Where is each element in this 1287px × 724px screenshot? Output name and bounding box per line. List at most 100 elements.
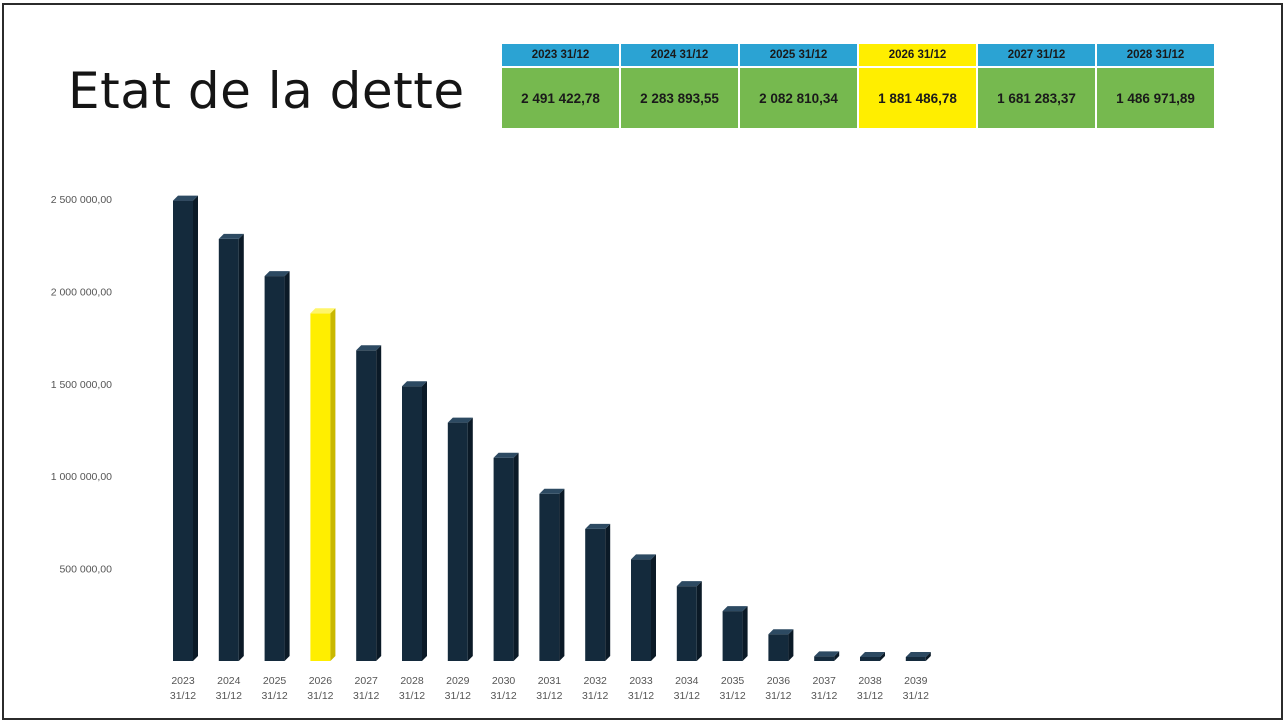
x-tick-label-date: 31/12: [490, 690, 516, 702]
x-tick-label-date: 31/12: [170, 690, 196, 702]
summary-header-cell: 2024 31/12: [619, 42, 740, 68]
bar-side: [880, 652, 885, 661]
x-tick-label-year: 2023: [171, 675, 195, 687]
x-tick-label-year: 2036: [767, 675, 791, 687]
summary-header-cell: 2027 31/12: [976, 42, 1097, 68]
bar-side: [696, 581, 702, 661]
bar-top: [722, 606, 748, 612]
x-tick-label-year: 2029: [446, 675, 470, 687]
bar-side: [422, 381, 427, 661]
x-tick-label-year: 2026: [309, 675, 333, 687]
bar: [814, 656, 835, 661]
y-tick-label: 2 000 000,00: [51, 286, 112, 298]
x-tick-label-year: 2035: [721, 675, 745, 687]
y-tick-label: 1 000 000,00: [51, 471, 112, 483]
bar-top: [539, 488, 565, 494]
bar-top: [860, 652, 885, 657]
x-tick-label-date: 31/12: [399, 690, 425, 702]
x-tick-label-year: 2028: [400, 675, 424, 687]
debt-summary-table: 2023 31/12 2024 31/12 2025 31/12 2026 31…: [500, 42, 1216, 130]
x-tick-label-year: 2037: [813, 675, 837, 687]
x-tick-label-year: 2030: [492, 675, 516, 687]
bar-side: [605, 523, 611, 661]
y-tick-label: 2 500 000,00: [51, 194, 112, 206]
bar: [676, 586, 697, 661]
bar: [539, 493, 560, 661]
bar: [173, 200, 193, 661]
bar-side: [238, 233, 244, 662]
bar-top: [493, 452, 519, 458]
summary-header-cell: 2028 31/12: [1095, 42, 1216, 68]
x-tick-label-date: 31/12: [903, 690, 929, 702]
x-tick-label-year: 2027: [355, 675, 379, 687]
bar: [310, 313, 331, 661]
bar-top: [905, 652, 931, 657]
x-tick-label-year: 2024: [217, 675, 241, 687]
summary-value-cell: 2 283 893,55: [619, 66, 740, 130]
bar-top: [631, 554, 656, 560]
x-tick-label-date: 31/12: [719, 690, 745, 702]
summary-header-cell: 2023 31/12: [500, 42, 621, 68]
summary-value-cell: 2 082 810,34: [738, 66, 859, 130]
x-tick-label-date: 31/12: [811, 690, 837, 702]
x-tick-label-date: 31/12: [582, 690, 608, 702]
bar-top: [768, 629, 794, 635]
bar-top: [218, 233, 244, 239]
bar-top: [814, 651, 840, 657]
bar: [356, 350, 377, 661]
x-tick-label-date: 31/12: [216, 690, 242, 702]
summary-header-row: 2023 31/12 2024 31/12 2025 31/12 2026 31…: [500, 42, 1216, 68]
bar: [722, 611, 743, 661]
bar: [768, 634, 789, 661]
y-tick-label: 500 000,00: [59, 564, 112, 576]
x-tick-label-date: 31/12: [261, 690, 287, 702]
bar-side: [376, 345, 382, 661]
bar-side: [467, 417, 473, 661]
bar-side: [284, 271, 290, 661]
x-tick-label-year: 2039: [904, 675, 928, 687]
bar-top: [402, 381, 427, 387]
x-tick-label-date: 31/12: [628, 690, 654, 702]
page-title: Etat de la dette: [68, 62, 465, 120]
bar-side: [513, 452, 519, 661]
bar: [264, 276, 285, 661]
x-tick-label-date: 31/12: [536, 690, 562, 702]
summary-header-cell-highlighted: 2026 31/12: [857, 42, 978, 68]
bar: [860, 657, 880, 661]
y-tick-label: 1 500 000,00: [51, 379, 112, 391]
x-tick-label-year: 2038: [858, 675, 882, 687]
x-tick-label-year: 2025: [263, 675, 287, 687]
bar-side: [742, 606, 748, 661]
summary-value-cell: 2 491 422,78: [500, 66, 621, 130]
summary-value-row: 2 491 422,78 2 283 893,55 2 082 810,34 1…: [500, 66, 1216, 130]
bar: [218, 238, 239, 662]
x-tick-label-date: 31/12: [307, 690, 333, 702]
bar: [585, 528, 606, 661]
x-tick-label-year: 2031: [538, 675, 562, 687]
bar-top: [676, 581, 702, 587]
summary-header-cell: 2025 31/12: [738, 42, 859, 68]
bar-side: [925, 652, 931, 661]
x-tick-label-date: 31/12: [765, 690, 791, 702]
summary-value-cell: 1 486 971,89: [1095, 66, 1216, 130]
bar-top: [356, 345, 382, 351]
bar: [905, 657, 926, 661]
x-tick-label-year: 2032: [584, 675, 608, 687]
summary-value-cell-highlighted: 1 881 486,78: [857, 66, 978, 130]
bar-top: [173, 195, 198, 201]
bar-top: [310, 308, 336, 314]
summary-value-cell: 1 681 283,37: [976, 66, 1097, 130]
bar-side: [559, 488, 565, 661]
bar: [631, 559, 651, 661]
x-tick-label-date: 31/12: [445, 690, 471, 702]
x-tick-label-date: 31/12: [674, 690, 700, 702]
bar: [447, 422, 468, 661]
bar-side: [651, 554, 656, 661]
x-tick-label-date: 31/12: [353, 690, 379, 702]
x-tick-label-date: 31/12: [857, 690, 883, 702]
bar-side: [330, 308, 336, 661]
bar: [493, 457, 514, 661]
bar-top: [447, 417, 473, 423]
bar-side: [193, 195, 198, 661]
